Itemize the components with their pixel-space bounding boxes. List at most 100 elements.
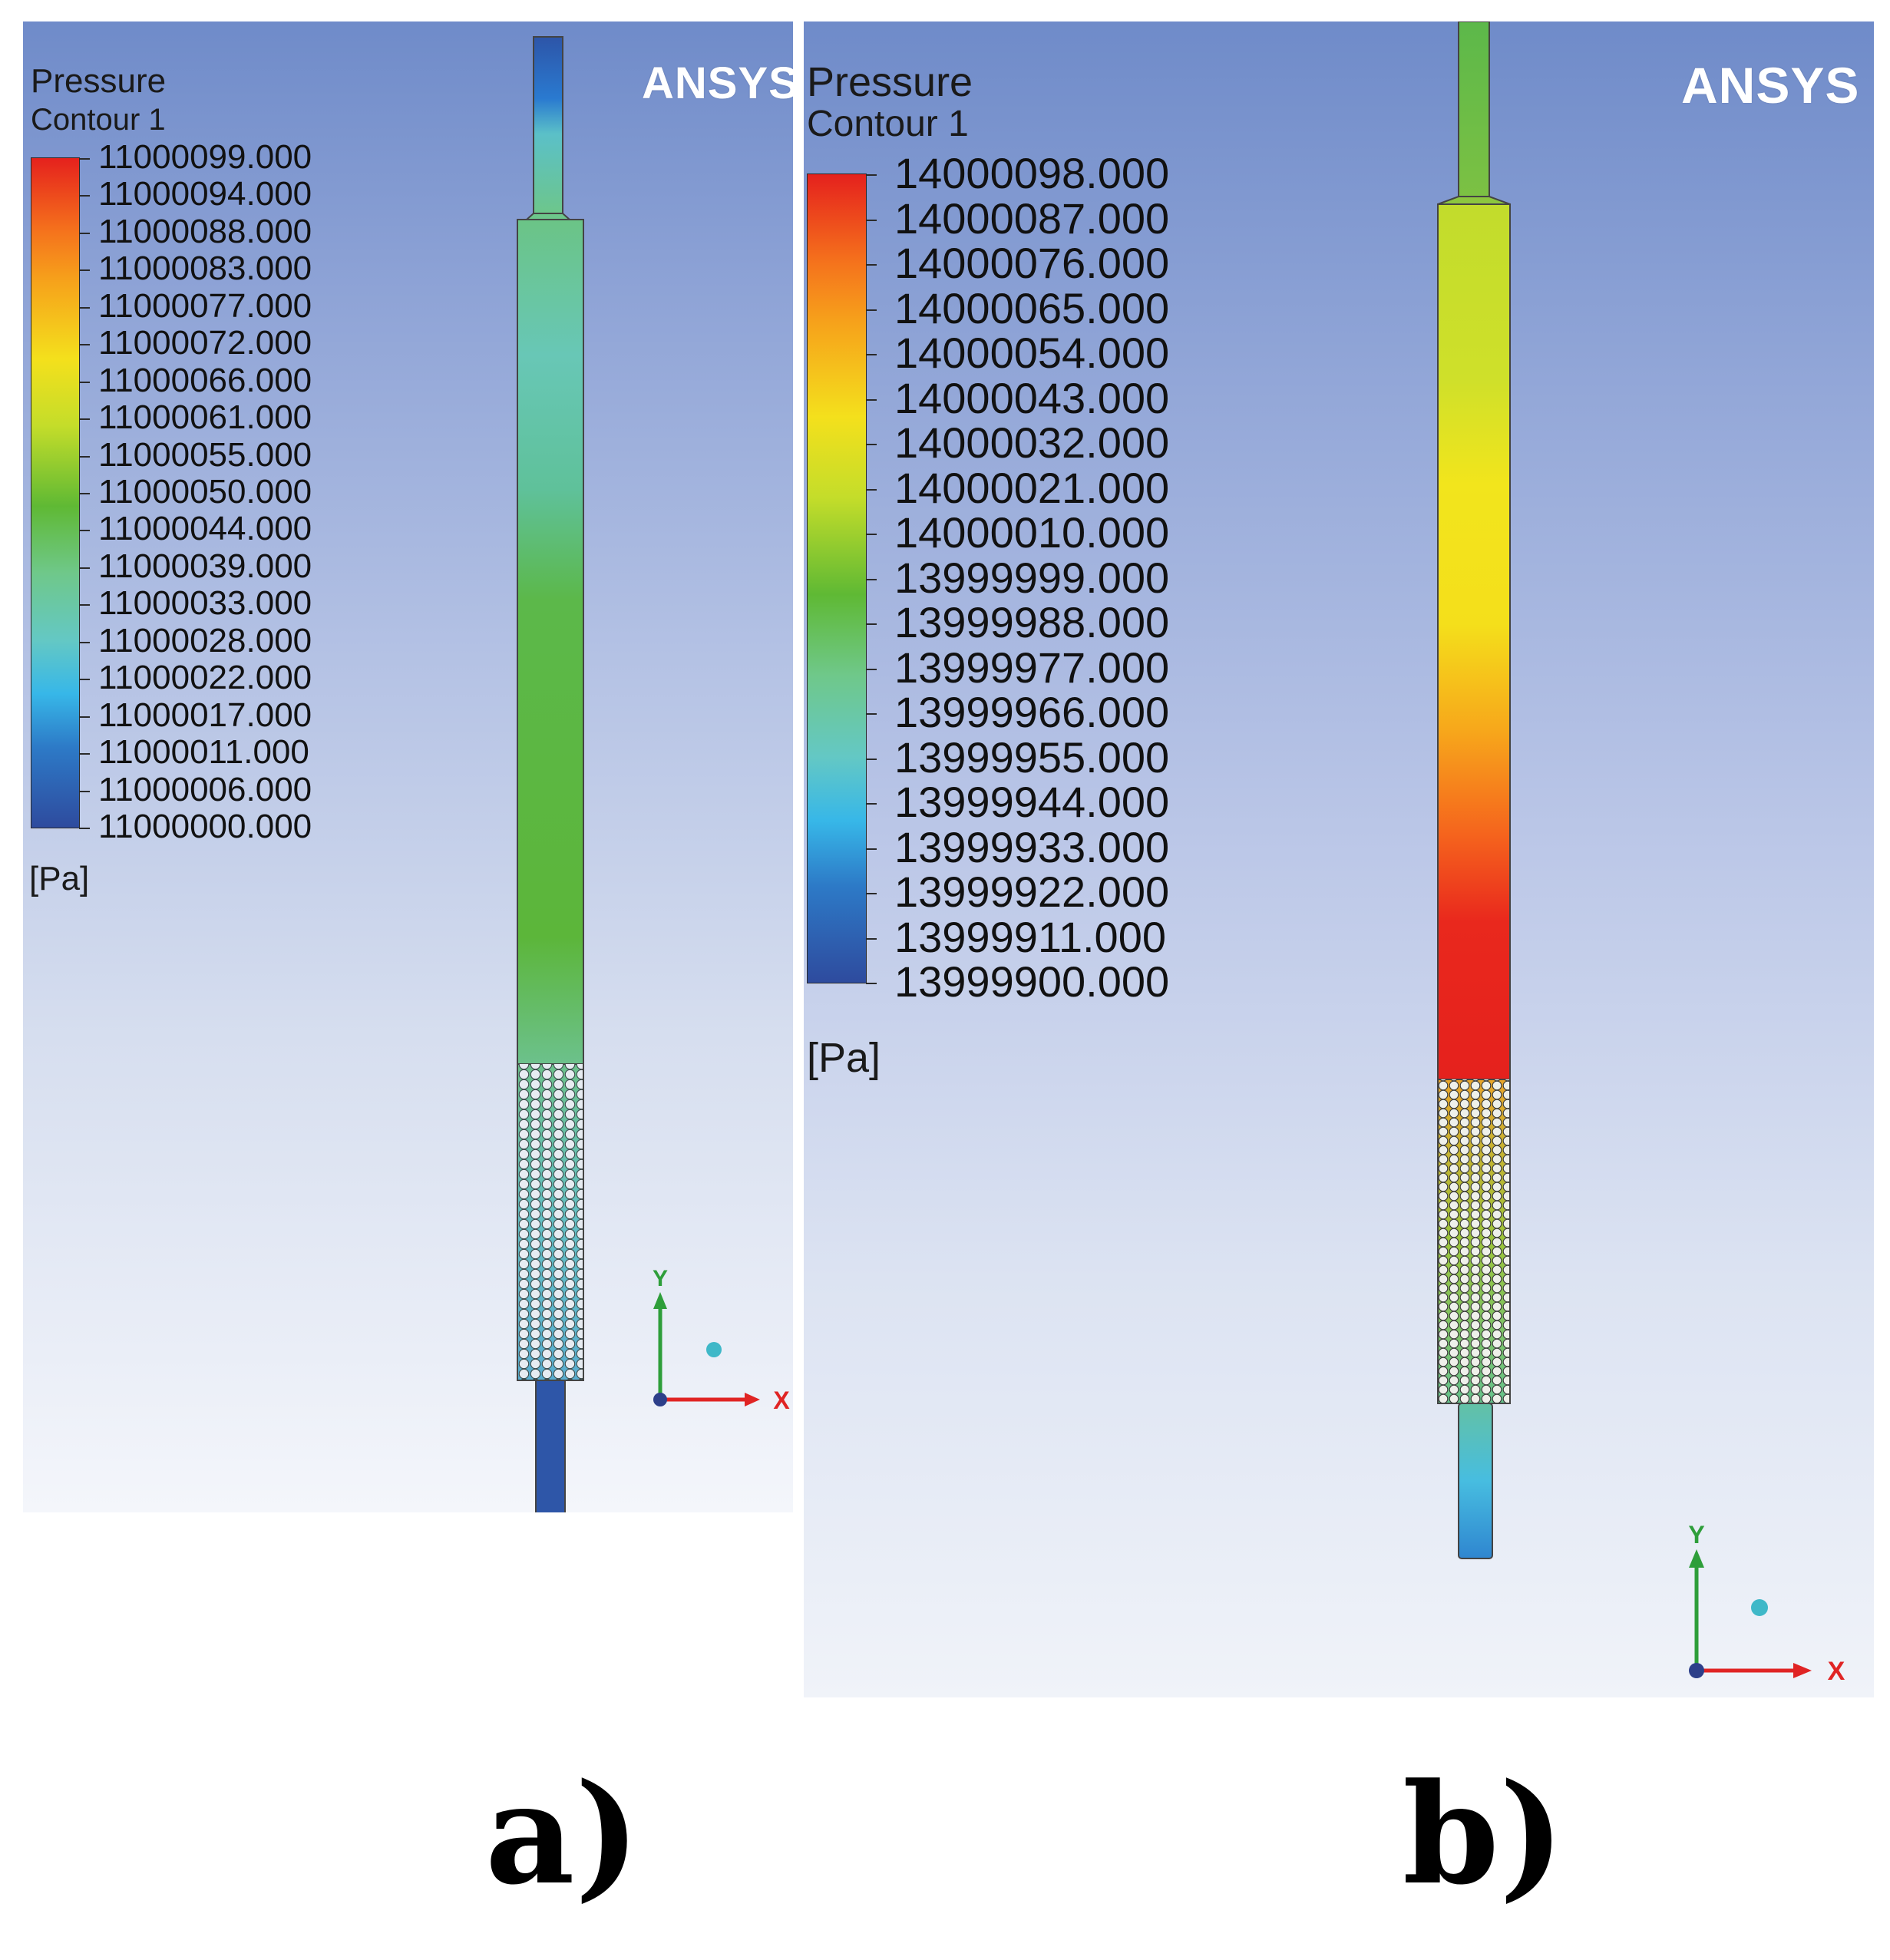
legend-tick xyxy=(866,983,877,984)
legend-tick xyxy=(79,306,90,309)
legend-tick xyxy=(79,381,90,383)
legend-tick xyxy=(866,848,877,850)
legend-value: 14000098.000 xyxy=(894,149,1170,197)
legend-value: 14000076.000 xyxy=(894,239,1170,287)
axis-triad: Y X xyxy=(653,1266,790,1414)
legend-tick xyxy=(79,604,90,607)
axis-y-label: Y xyxy=(1688,1521,1704,1548)
color-legend-bar xyxy=(807,174,877,984)
legend-tick xyxy=(866,444,877,445)
legend-value: 13999966.000 xyxy=(894,688,1170,736)
legend-units: [Pa] xyxy=(807,1035,881,1081)
legend-value: 13999999.000 xyxy=(894,553,1170,602)
legend-tick xyxy=(866,803,877,805)
legend-value: 11000083.000 xyxy=(98,250,312,288)
legend-title: Pressure xyxy=(807,59,973,105)
inlet-tube xyxy=(1458,21,1490,197)
contour-panel-b: Pressure Contour 1 ANSYS 14000098.000 140… xyxy=(804,21,1874,1697)
legend-value: 11000017.000 xyxy=(98,696,312,734)
catalyst-particles xyxy=(1439,1079,1509,1403)
legend-value: 11000099.000 xyxy=(98,138,312,176)
outlet-tube xyxy=(535,1380,566,1512)
legend-subtitle: Contour 1 xyxy=(807,104,969,144)
axis-x-label: X xyxy=(1828,1657,1845,1686)
legend-subtitle: Contour 1 xyxy=(31,103,166,137)
legend-tick xyxy=(79,716,90,718)
pipe-geometry: Y X xyxy=(517,36,790,1512)
color-legend-bar xyxy=(31,157,90,829)
legend-tick xyxy=(866,758,877,760)
legend-value: 11000022.000 xyxy=(98,659,312,697)
legend-tick xyxy=(79,567,90,569)
legend-value: 14000010.000 xyxy=(894,508,1170,557)
legend-value: 14000043.000 xyxy=(894,373,1170,422)
caption-a: a) xyxy=(485,1753,640,1915)
legend-tick xyxy=(79,269,90,272)
legend-value: 11000072.000 xyxy=(98,324,312,362)
legend-tick xyxy=(79,455,90,458)
reactor-body xyxy=(1437,203,1511,1080)
legend-value: 11000033.000 xyxy=(98,584,312,623)
legend-value: 11000044.000 xyxy=(98,510,312,548)
legend-value: 13999977.000 xyxy=(894,643,1170,692)
legend-tick xyxy=(79,418,90,421)
legend-value: 13999922.000 xyxy=(894,868,1170,916)
legend-tick xyxy=(866,623,877,625)
legend-tick xyxy=(866,398,877,401)
reactor-body xyxy=(517,219,584,1065)
legend-tick xyxy=(866,488,877,491)
legend-value: 14000087.000 xyxy=(894,193,1170,243)
legend-tick xyxy=(79,828,90,829)
axis-triad: Y X xyxy=(1688,1521,1845,1686)
legend-value: 13999911.000 xyxy=(894,912,1166,961)
legend-value: 14000032.000 xyxy=(894,418,1170,467)
legend-tick xyxy=(79,530,90,532)
axis-x-label: X xyxy=(773,1387,790,1414)
legend-value: 11000000.000 xyxy=(98,808,312,845)
legend-tick xyxy=(866,174,877,176)
legend-tick xyxy=(79,344,90,346)
legend-value: 14000054.000 xyxy=(894,329,1170,377)
legend-value: 11000066.000 xyxy=(98,361,312,399)
legend-value: 11000011.000 xyxy=(98,733,309,772)
legend-tick xyxy=(79,493,90,494)
legend-tick xyxy=(866,713,877,715)
legend-tick xyxy=(866,893,877,894)
contour-panel-a: Pressure Contour 1 ANSYS 11000099.000 110… xyxy=(23,21,793,1512)
legend-value: 11000055.000 xyxy=(98,435,312,474)
pipe-geometry: Y X xyxy=(1437,21,1845,1686)
legend-value: 11000006.000 xyxy=(98,770,312,808)
caption-b: b) xyxy=(1403,1753,1565,1915)
legend-value: 13999900.000 xyxy=(894,957,1170,1006)
legend-tick xyxy=(79,753,90,755)
legend-tick xyxy=(79,679,90,681)
legend-value: 11000028.000 xyxy=(98,621,312,659)
tube-taper xyxy=(524,213,572,220)
outlet-tube xyxy=(1458,1403,1493,1559)
legend-tick xyxy=(866,354,877,355)
inlet-tube xyxy=(533,36,563,214)
legend-value: 13999955.000 xyxy=(894,732,1170,782)
tube-taper xyxy=(1437,196,1511,205)
ansys-logo: ANSYS xyxy=(642,58,793,108)
ansys-logo: ANSYS xyxy=(1681,57,1860,114)
legend-tick xyxy=(79,232,90,234)
legend-tick xyxy=(79,641,90,643)
legend-value: 11000094.000 xyxy=(98,175,312,213)
legend-value: 13999988.000 xyxy=(894,598,1170,646)
legend-title: Pressure xyxy=(31,62,167,100)
legend-value: 11000061.000 xyxy=(98,398,312,437)
legend-tick xyxy=(866,578,877,580)
legend-tick xyxy=(866,264,877,266)
legend-tick xyxy=(79,158,90,160)
legend-tick xyxy=(866,309,877,311)
legend-tick xyxy=(866,534,877,535)
legend-value: 11000077.000 xyxy=(98,286,312,325)
legend-value: 11000088.000 xyxy=(98,212,312,250)
legend-value: 14000021.000 xyxy=(894,463,1170,512)
legend-tick xyxy=(866,668,877,670)
legend-value: 11000039.000 xyxy=(98,547,312,585)
legend-value: 13999944.000 xyxy=(894,778,1170,826)
legend-value: 13999933.000 xyxy=(894,822,1170,871)
legend-value: 14000065.000 xyxy=(894,283,1170,332)
